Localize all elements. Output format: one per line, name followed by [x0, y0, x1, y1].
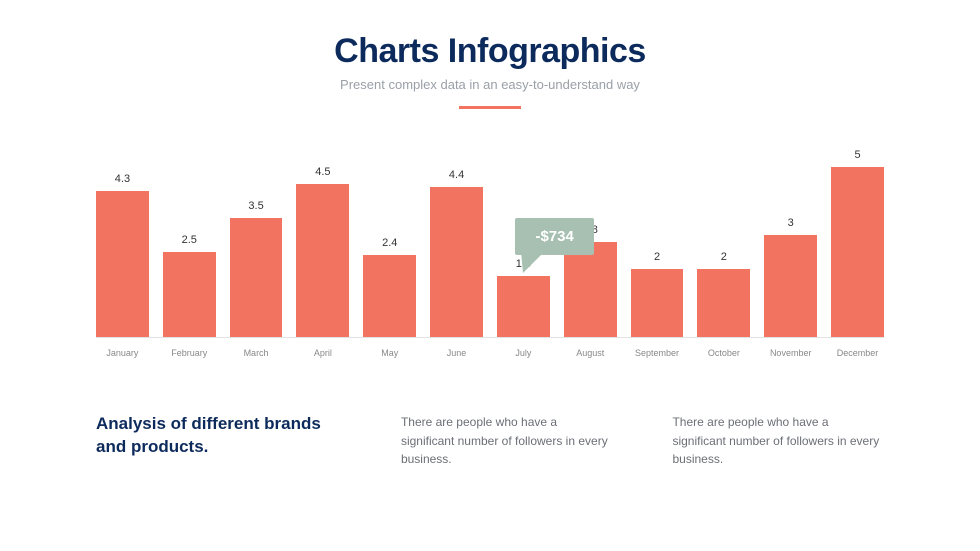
callout-text: -$734 [535, 228, 573, 245]
bar-column: 3 [764, 217, 817, 337]
month-label: May [363, 348, 416, 358]
month-label: August [564, 348, 617, 358]
month-label: September [631, 348, 684, 358]
month-label: July [497, 348, 550, 358]
bar [96, 191, 149, 337]
bar-column: 2 [631, 251, 684, 337]
bar-column: 2.5 [163, 234, 216, 337]
bar-value-label: 3 [788, 217, 794, 229]
bar [497, 276, 550, 337]
bar-value-label: 2 [721, 251, 727, 263]
bar [296, 184, 349, 337]
month-label: April [296, 348, 349, 358]
bar-value-label: 4.5 [315, 166, 330, 178]
bar-column: 2.4 [363, 237, 416, 337]
bar [430, 187, 483, 337]
bar-value-label: 4.4 [449, 169, 464, 181]
bar-column: 5 [831, 149, 884, 337]
page-subtitle: Present complex data in an easy-to-under… [0, 77, 980, 92]
bar-value-label: 2.4 [382, 237, 397, 249]
bar [831, 167, 884, 337]
bar [697, 269, 750, 337]
bar [631, 269, 684, 337]
accent-divider [459, 106, 521, 109]
bar-chart: 4.32.53.54.52.44.41.82.82235 JanuaryFebr… [96, 147, 884, 377]
page-title: Charts Infographics [0, 32, 980, 71]
month-label: June [430, 348, 483, 358]
bar-column: 2 [697, 251, 750, 337]
bar [163, 252, 216, 337]
bar [230, 218, 283, 337]
bar-column: 4.3 [96, 173, 149, 337]
bar-value-label: 2.5 [182, 234, 197, 246]
month-label: October [697, 348, 750, 358]
footer-row: Analysis of different brands and product… [96, 413, 884, 469]
footer-para-2: There are people who have a significant … [672, 413, 884, 469]
month-label: March [230, 348, 283, 358]
bar-column: 4.4 [430, 169, 483, 337]
bar [764, 235, 817, 337]
bar-value-label: 2 [654, 251, 660, 263]
analysis-heading: Analysis of different brands and product… [96, 413, 341, 469]
footer-para-1: There are people who have a significant … [401, 413, 613, 469]
bar [564, 242, 617, 337]
bar-column: 4.5 [296, 166, 349, 337]
bar-value-label: 3.5 [248, 200, 263, 212]
chart-baseline [96, 337, 884, 338]
bar-value-label: 5 [854, 149, 860, 161]
month-label: December [831, 348, 884, 358]
header: Charts Infographics Present complex data… [0, 0, 980, 109]
month-label: January [96, 348, 149, 358]
bar-value-label: 4.3 [115, 173, 130, 185]
month-label: February [163, 348, 216, 358]
bar-column: 3.5 [230, 200, 283, 337]
value-callout: -$734 [515, 218, 593, 255]
month-label: November [764, 348, 817, 358]
bar [363, 255, 416, 337]
